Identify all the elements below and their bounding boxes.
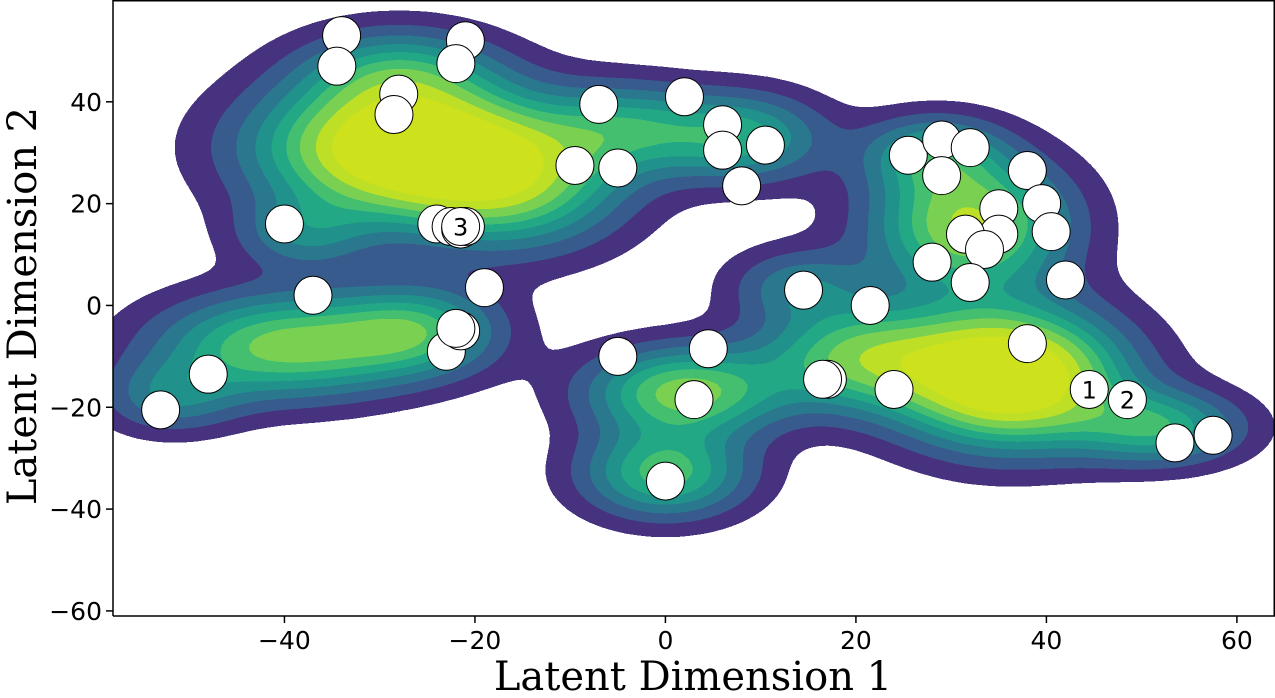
scatter-point (922, 156, 962, 196)
scatter-point (555, 145, 595, 185)
scatter-point (850, 285, 890, 325)
y-tick-label: −20 (49, 393, 102, 422)
scatter-point (688, 329, 728, 369)
scatter-point (888, 135, 928, 175)
scatter-point (598, 148, 638, 188)
scatter-point (188, 354, 228, 394)
x-axis-title: Latent Dimension 1 (494, 654, 892, 698)
labeled-point-3 (441, 207, 481, 247)
scatter-point (965, 229, 1004, 269)
scatter-point (317, 46, 357, 86)
scatter-point (436, 308, 476, 348)
x-tick-label: 60 (1221, 626, 1253, 655)
y-tick-label: −40 (49, 495, 102, 524)
scatter-point (374, 95, 414, 135)
y-tick-label: 40 (70, 88, 102, 117)
scatter-point (745, 125, 785, 165)
x-tick-label: 0 (657, 626, 673, 655)
scatter-point (598, 336, 638, 376)
scatter-point (141, 390, 181, 430)
point-label: 3 (453, 214, 468, 242)
scatter-points: 1 2 3 (141, 16, 1233, 501)
scatter-point (803, 359, 843, 399)
x-tick-label: −40 (258, 626, 311, 655)
scatter-point (464, 268, 504, 308)
scatter-point (1007, 324, 1047, 364)
x-tick-label: 40 (1031, 626, 1063, 655)
scatter-point (579, 84, 619, 124)
scatter-point (874, 369, 914, 409)
x-axis-ticks: −40 −20 0 20 40 60 (258, 616, 1253, 655)
scatter-point (950, 263, 990, 303)
point-label: 2 (1120, 387, 1135, 415)
scatter-point (1031, 212, 1071, 252)
scatter-point (436, 44, 476, 84)
labeled-point-2 (1107, 380, 1147, 420)
scatter-point (1045, 260, 1085, 300)
x-tick-label: 20 (840, 626, 872, 655)
y-tick-label: 20 (70, 190, 102, 219)
scatter-point (1155, 423, 1195, 463)
y-axis-title: Latent Dimension 2 (0, 107, 46, 505)
axes (112, 0, 1275, 617)
scatter-point (1007, 151, 1047, 191)
point-label: 1 (1082, 376, 1097, 404)
y-tick-label: 0 (86, 291, 102, 320)
scatter-point (293, 275, 333, 315)
scatter-point (645, 461, 685, 501)
scatter-point (722, 166, 762, 206)
scatter-point (912, 242, 952, 282)
scatter-point (264, 204, 304, 244)
scatter-point (950, 128, 990, 168)
scatter-point (674, 380, 714, 420)
y-axis-ticks: −60 −40 −20 0 20 40 (49, 88, 113, 626)
y-tick-label: −60 (49, 597, 102, 626)
labeled-point-1 (1069, 369, 1109, 409)
scatter-point (1193, 415, 1233, 455)
scatter-point (664, 77, 704, 117)
scatter-point (784, 270, 824, 310)
scatter-point (703, 130, 743, 170)
x-tick-label: −20 (449, 626, 502, 655)
